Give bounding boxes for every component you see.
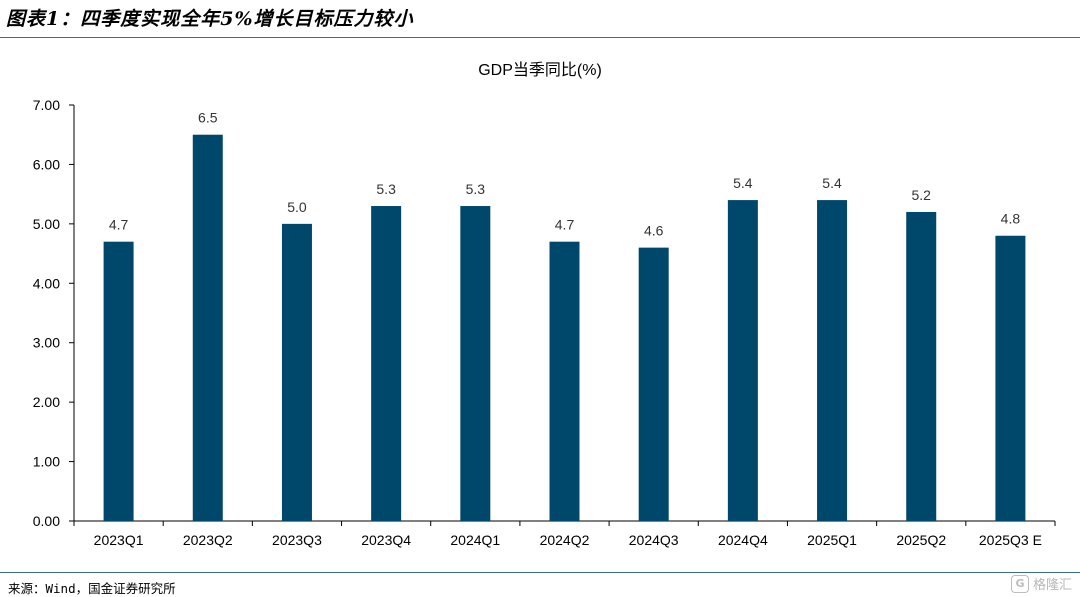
bar bbox=[549, 241, 580, 521]
x-tick-label: 2024Q3 bbox=[629, 532, 679, 548]
data-labels: 4.7 6.5 5.0 5.3 5.3 4.7 4.6 5.4 5.4 5.2 4.8 bbox=[109, 110, 1020, 239]
bar bbox=[460, 206, 491, 521]
figure-title: 图表1：四季度实现全年5%增长目标压力较小 bbox=[6, 8, 414, 30]
bottom-divider bbox=[0, 572, 1080, 573]
data-label: 4.7 bbox=[109, 217, 129, 233]
data-label: 5.4 bbox=[733, 175, 753, 191]
x-tick-label: 2023Q2 bbox=[183, 532, 233, 548]
x-tick-label: 2023Q3 bbox=[272, 532, 322, 548]
watermark-logo-icon: G bbox=[1010, 574, 1029, 593]
y-tick-label: 0.00 bbox=[33, 513, 60, 529]
y-tick-label: 6.00 bbox=[33, 156, 60, 172]
top-divider bbox=[0, 37, 1080, 38]
data-label: 4.7 bbox=[555, 217, 575, 233]
data-label: 5.0 bbox=[287, 199, 307, 215]
data-label: 5.3 bbox=[466, 181, 486, 197]
data-label: 5.4 bbox=[822, 175, 842, 191]
x-tick-label: 2025Q3 E bbox=[979, 532, 1042, 548]
x-tick-label: 2024Q1 bbox=[450, 532, 500, 548]
bar bbox=[906, 211, 937, 521]
data-label: 5.2 bbox=[911, 187, 931, 203]
bars bbox=[103, 134, 1026, 522]
bar bbox=[817, 200, 848, 522]
chart-title: GDP当季同比(%) bbox=[478, 61, 602, 79]
bar bbox=[281, 223, 312, 521]
data-label: 6.5 bbox=[198, 110, 218, 126]
bar bbox=[995, 235, 1026, 521]
data-label: 4.8 bbox=[1001, 211, 1021, 227]
x-tick-label: 2025Q2 bbox=[896, 532, 946, 548]
bar bbox=[371, 206, 402, 521]
y-tick-label: 4.00 bbox=[33, 275, 60, 291]
x-tick-label: 2025Q1 bbox=[807, 532, 857, 548]
y-tick-label: 2.00 bbox=[33, 394, 60, 410]
x-tick-label: 2023Q4 bbox=[361, 532, 411, 548]
x-tick-label: 2023Q1 bbox=[94, 532, 144, 548]
y-tick-label: 3.00 bbox=[33, 335, 60, 351]
y-tick-label: 1.00 bbox=[33, 454, 60, 470]
data-label: 4.6 bbox=[644, 223, 664, 239]
watermark: G 格隆汇 bbox=[1010, 574, 1072, 593]
source-note: 来源：Wind，国金证券研究所 bbox=[8, 581, 176, 596]
gdp-bar-chart: GDP当季同比(%) 0.00 1.00 2.00 3.00 4.00 5.00 6.00 7… bbox=[33, 61, 1056, 548]
y-tick-label: 7.00 bbox=[33, 97, 60, 113]
bar bbox=[638, 247, 669, 521]
bar bbox=[192, 134, 223, 521]
data-label: 5.3 bbox=[376, 181, 396, 197]
watermark-text: 格隆汇 bbox=[1032, 578, 1072, 593]
y-tick-label: 5.00 bbox=[33, 216, 60, 232]
bar bbox=[103, 241, 134, 521]
y-axis: 0.00 1.00 2.00 3.00 4.00 5.00 6.00 7.00 bbox=[33, 97, 75, 529]
x-tick-label: 2024Q2 bbox=[540, 532, 590, 548]
bar bbox=[727, 200, 758, 522]
x-axis: 2023Q1 2023Q2 2023Q3 2023Q4 2024Q1 2024Q2 2024… bbox=[73, 520, 1056, 548]
x-tick-label: 2024Q4 bbox=[718, 532, 768, 548]
